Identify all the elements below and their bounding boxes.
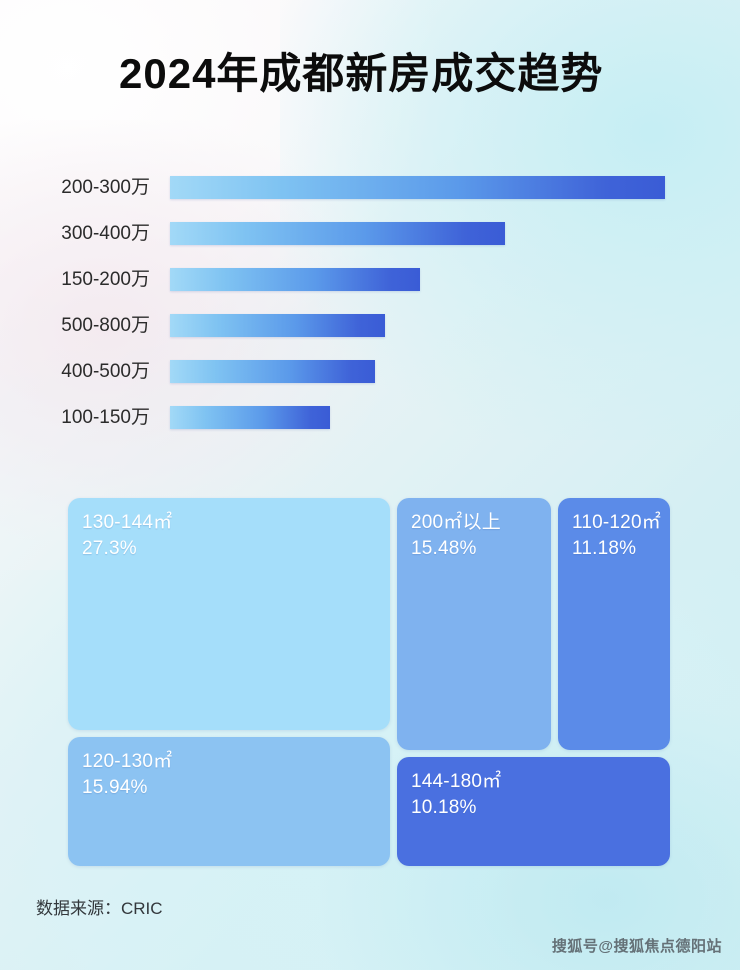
- treemap-cell: 120-130㎡ 15.94%: [68, 737, 390, 866]
- bar-track: [170, 222, 505, 245]
- treemap-cell-value: 15.94%: [82, 777, 148, 798]
- treemap-cell-value: 10.18%: [411, 797, 477, 818]
- bar-row: 200-300万: [0, 176, 740, 200]
- bar-row: 400-500万: [0, 360, 740, 384]
- bar-fill: [170, 360, 375, 383]
- price-range-bar-chart: 200-300万 300-400万 150-200万 500-800万 400-500万…: [0, 176, 740, 444]
- treemap-cell: 110-120㎡ 11.18%: [558, 498, 670, 750]
- bar-row: 150-200万: [0, 268, 740, 292]
- bar-category-label: 500-800万: [61, 315, 150, 336]
- bar-fill: [170, 406, 330, 429]
- bar-track: [170, 268, 420, 291]
- treemap-cell: 144-180㎡ 10.18%: [397, 757, 670, 866]
- treemap-cell: 130-144㎡ 27.3%: [68, 498, 390, 730]
- treemap-cell-value: 11.18%: [572, 538, 637, 559]
- bar-row: 500-800万: [0, 314, 740, 338]
- treemap-cell: 200㎡以上 15.48%: [397, 498, 551, 750]
- treemap-cell-label: 144-180㎡: [411, 771, 502, 792]
- bar-track: [170, 176, 665, 199]
- treemap-cell-label: 200㎡以上: [411, 512, 501, 533]
- bar-category-label: 400-500万: [61, 361, 150, 382]
- page-title: 2024年成都新房成交趋势: [119, 50, 604, 97]
- bar-track: [170, 360, 375, 383]
- treemap-cell-label: 120-130㎡: [82, 751, 173, 772]
- treemap-cell-label: 130-144㎡: [82, 512, 173, 533]
- bar-category-label: 100-150万: [61, 407, 150, 428]
- bar-fill: [170, 314, 385, 337]
- bar-category-label: 150-200万: [61, 269, 150, 290]
- bar-row: 100-150万: [0, 406, 740, 430]
- bar-fill: [170, 176, 665, 199]
- bar-category-label: 300-400万: [61, 223, 150, 244]
- watermark-label: 搜狐号@搜狐焦点德阳站: [551, 938, 722, 955]
- bar-track: [170, 314, 385, 337]
- area-share-treemap: 130-144㎡ 27.3% 120-130㎡ 15.94% 200㎡以上 15.48% 1…: [68, 498, 670, 866]
- data-source-label: 数据来源：CRIC: [36, 899, 163, 918]
- bar-track: [170, 406, 330, 429]
- bar-fill: [170, 222, 505, 245]
- bar-fill: [170, 268, 420, 291]
- bar-category-label: 200-300万: [61, 177, 150, 198]
- treemap-cell-label: 110-120㎡: [572, 512, 661, 533]
- bar-row: 300-400万: [0, 222, 740, 246]
- treemap-cell-value: 15.48%: [411, 538, 477, 559]
- treemap-cell-value: 27.3%: [82, 538, 137, 559]
